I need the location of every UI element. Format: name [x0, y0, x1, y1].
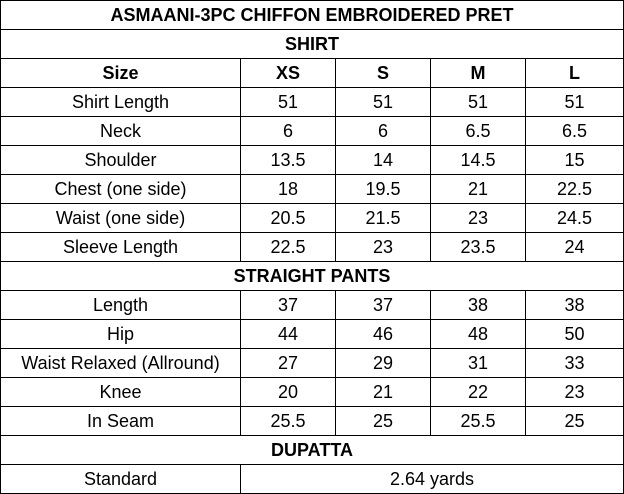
measurement: 25.5 — [430, 406, 526, 436]
table-row: Waist (one side) 20.5 21.5 23 24.5 — [0, 203, 624, 233]
section-heading: DUPATTA — [0, 435, 624, 465]
measurement: 22.5 — [524, 174, 624, 204]
measurement: 44 — [240, 319, 336, 349]
measurement: 22.5 — [240, 232, 336, 262]
measurement: 19.5 — [335, 174, 431, 204]
table-row: Standard 2.64 yards — [0, 464, 624, 494]
measurement: 51 — [430, 87, 526, 117]
measurement: 20.5 — [240, 203, 336, 233]
column-header: Size — [0, 58, 241, 88]
table-title: ASMAANI-3PC CHIFFON EMBROIDERED PRET — [0, 0, 624, 30]
table-row: Knee 20 21 22 23 — [0, 377, 624, 407]
section-heading: SHIRT — [0, 29, 624, 59]
row-label: Sleeve Length — [0, 232, 241, 262]
table-row: Shoulder 13.5 14 14.5 15 — [0, 145, 624, 175]
table-row: Sleeve Length 22.5 23 23.5 24 — [0, 232, 624, 262]
measurement: 48 — [430, 319, 526, 349]
measurement: 25 — [524, 406, 624, 436]
measurement: 6.5 — [430, 116, 526, 146]
row-label: Waist (one side) — [0, 203, 241, 233]
measurement: 23 — [524, 377, 624, 407]
row-label: Shoulder — [0, 145, 241, 175]
section-heading: STRAIGHT PANTS — [0, 261, 624, 291]
measurement: 6 — [240, 116, 336, 146]
measurement: 20 — [240, 377, 336, 407]
column-header: S — [335, 58, 431, 88]
row-label: Length — [0, 290, 241, 320]
measurement: 33 — [524, 348, 624, 378]
measurement: 38 — [430, 290, 526, 320]
measurement: 24.5 — [524, 203, 624, 233]
table-row: DUPATTA — [0, 435, 624, 465]
measurement: 14.5 — [430, 145, 526, 175]
row-label: Shirt Length — [0, 87, 241, 117]
row-label: Waist Relaxed (Allround) — [0, 348, 241, 378]
row-label: Standard — [0, 464, 241, 494]
row-label: Chest (one side) — [0, 174, 241, 204]
measurement: 50 — [524, 319, 624, 349]
measurement: 46 — [335, 319, 431, 349]
measurement: 22 — [430, 377, 526, 407]
measurement: 31 — [430, 348, 526, 378]
measurement: 14 — [335, 145, 431, 175]
column-header: XS — [240, 58, 336, 88]
column-header: L — [524, 58, 624, 88]
column-header: M — [430, 58, 526, 88]
row-label: Hip — [0, 319, 241, 349]
table-row: SHIRT — [0, 29, 624, 59]
measurement: 37 — [335, 290, 431, 320]
table-row: Length 37 37 38 38 — [0, 290, 624, 320]
measurement: 25 — [335, 406, 431, 436]
measurement: 27 — [240, 348, 336, 378]
table-row: ASMAANI-3PC CHIFFON EMBROIDERED PRET — [0, 0, 624, 30]
table-row: Chest (one side) 18 19.5 21 22.5 — [0, 174, 624, 204]
table-row: Neck 6 6 6.5 6.5 — [0, 116, 624, 146]
measurement: 23 — [430, 203, 526, 233]
measurement: 51 — [240, 87, 336, 117]
measurement: 25.5 — [240, 406, 336, 436]
measurement: 21 — [335, 377, 431, 407]
measurement: 13.5 — [240, 145, 336, 175]
table-row: Waist Relaxed (Allround) 27 29 31 33 — [0, 348, 624, 378]
table-row: Hip 44 46 48 50 — [0, 319, 624, 349]
measurement: 21.5 — [335, 203, 431, 233]
measurement: 18 — [240, 174, 336, 204]
measurement: 6 — [335, 116, 431, 146]
row-label: Knee — [0, 377, 241, 407]
measurement: 37 — [240, 290, 336, 320]
row-label: In Seam — [0, 406, 241, 436]
measurement: 2.64 yards — [239, 464, 624, 494]
measurement: 29 — [335, 348, 431, 378]
measurement: 51 — [524, 87, 624, 117]
measurement: 15 — [524, 145, 624, 175]
table-row: In Seam 25.5 25 25.5 25 — [0, 406, 624, 436]
measurement: 21 — [430, 174, 526, 204]
measurement: 23.5 — [430, 232, 526, 262]
table-row: Shirt Length 51 51 51 51 — [0, 87, 624, 117]
row-label: Neck — [0, 116, 241, 146]
measurement: 51 — [335, 87, 431, 117]
measurement: 24 — [524, 232, 624, 262]
measurement: 6.5 — [524, 116, 624, 146]
measurement: 23 — [335, 232, 431, 262]
measurement: 38 — [524, 290, 624, 320]
table-row: Size XS S M L — [0, 58, 624, 88]
table-row: STRAIGHT PANTS — [0, 261, 624, 291]
